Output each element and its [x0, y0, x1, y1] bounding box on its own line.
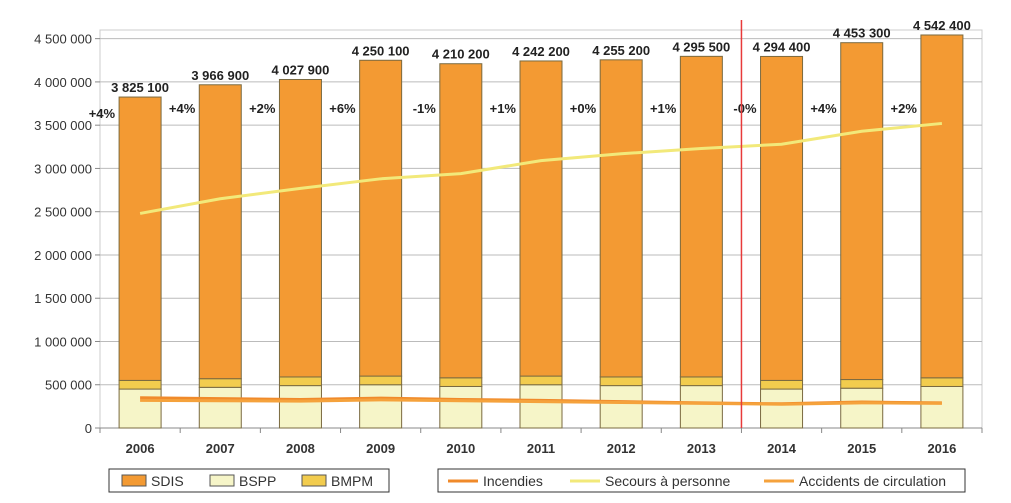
y-tick-label: 0	[85, 421, 92, 436]
bar-bmpm	[519, 375, 563, 386]
change-label: +2%	[891, 101, 918, 116]
bar-bspp	[519, 384, 563, 429]
change-label: +4%	[169, 101, 196, 116]
total-label: 4 027 900	[272, 62, 330, 77]
change-label: +1%	[650, 101, 677, 116]
bar-bspp	[198, 386, 242, 429]
x-tick-label: 2012	[607, 441, 636, 456]
change-label: +4%	[810, 101, 837, 116]
bar-bmpm	[760, 379, 804, 390]
legend-swatch-sdis	[121, 474, 147, 487]
bar-bspp	[278, 385, 322, 429]
y-tick-label: 3 000 000	[34, 161, 92, 176]
legend-lines-box	[437, 468, 966, 493]
total-label: 3 825 100	[111, 80, 169, 95]
total-label: 4 255 200	[592, 43, 650, 58]
bar-sdis	[760, 55, 804, 381]
bar-bspp	[760, 388, 804, 429]
x-tick-label: 2006	[126, 441, 155, 456]
change-label: +1%	[490, 101, 517, 116]
total-label: 4 294 400	[753, 39, 811, 54]
y-tick-label: 2 000 000	[34, 248, 92, 263]
bar-sdis	[679, 55, 723, 378]
total-label: 4 295 500	[672, 39, 730, 54]
legend-label: BMPM	[331, 473, 373, 489]
bar-bspp	[679, 385, 723, 429]
bar-bmpm	[359, 375, 403, 386]
y-tick-label: 1 500 000	[34, 291, 92, 306]
bar-bspp	[599, 385, 643, 429]
legend-label: Accidents de circulation	[799, 473, 946, 489]
bar-sdis	[840, 42, 884, 381]
total-label: 4 542 400	[913, 18, 971, 33]
bar-sdis	[439, 63, 483, 379]
x-tick-label: 2009	[366, 441, 395, 456]
bar-bmpm	[198, 378, 242, 388]
total-label: 4 250 100	[352, 43, 410, 58]
bar-bspp	[840, 387, 884, 429]
bar-bmpm	[920, 377, 964, 387]
legend-label: Secours à personne	[605, 473, 731, 489]
change-label: -1%	[413, 101, 437, 116]
bar-bmpm	[840, 379, 884, 389]
bar-bspp	[118, 388, 162, 429]
legend-swatch-bmpm	[301, 474, 327, 487]
x-tick-label: 2013	[687, 441, 716, 456]
y-tick-label: 500 000	[45, 378, 92, 393]
bar-sdis	[278, 78, 322, 378]
x-tick-label: 2016	[927, 441, 956, 456]
x-tick-label: 2007	[206, 441, 235, 456]
x-tick-label: 2014	[767, 441, 797, 456]
total-label: 4 210 200	[432, 47, 490, 62]
y-tick-label: 1 000 000	[34, 334, 92, 349]
change-label: +2%	[249, 101, 276, 116]
line-accidents-de-circulation	[140, 398, 942, 406]
change-label: -0%	[733, 101, 757, 116]
y-tick-label: 4 000 000	[34, 75, 92, 90]
x-tick-label: 2015	[847, 441, 876, 456]
bar-sdis	[359, 59, 403, 377]
bar-bmpm	[118, 379, 162, 390]
legend-label: BSPP	[239, 473, 276, 489]
legend-label: SDIS	[151, 473, 184, 489]
bar-bspp	[359, 384, 403, 429]
y-tick-label: 4 500 000	[34, 32, 92, 47]
x-tick-label: 2011	[527, 441, 555, 456]
bar-bmpm	[439, 377, 483, 387]
x-tick-label: 2008	[286, 441, 315, 456]
bar-bspp	[439, 385, 483, 429]
line-secours-personne	[139, 121, 943, 215]
bar-bspp	[920, 385, 964, 429]
bar-bmpm	[599, 376, 643, 387]
total-label: 3 966 900	[191, 68, 249, 83]
legend-label: Incendies	[483, 473, 543, 489]
change-label: +6%	[329, 101, 356, 116]
bar-bmpm	[679, 376, 723, 387]
bar-bmpm	[278, 376, 322, 387]
total-label: 4 453 300	[833, 26, 891, 41]
x-tick-label: 2010	[446, 441, 475, 456]
change-label: +0%	[570, 101, 597, 116]
bar-sdis	[198, 84, 242, 380]
y-tick-label: 2 500 000	[34, 205, 92, 220]
bar-sdis	[118, 96, 162, 381]
bar-sdis	[920, 34, 964, 379]
legend-swatch-bspp	[209, 474, 235, 487]
total-label: 4 242 200	[512, 44, 570, 59]
y-tick-label: 3 500 000	[34, 118, 92, 133]
bar-sdis	[519, 60, 563, 377]
change-label: +4%	[89, 106, 116, 121]
bar-sdis	[599, 59, 643, 378]
